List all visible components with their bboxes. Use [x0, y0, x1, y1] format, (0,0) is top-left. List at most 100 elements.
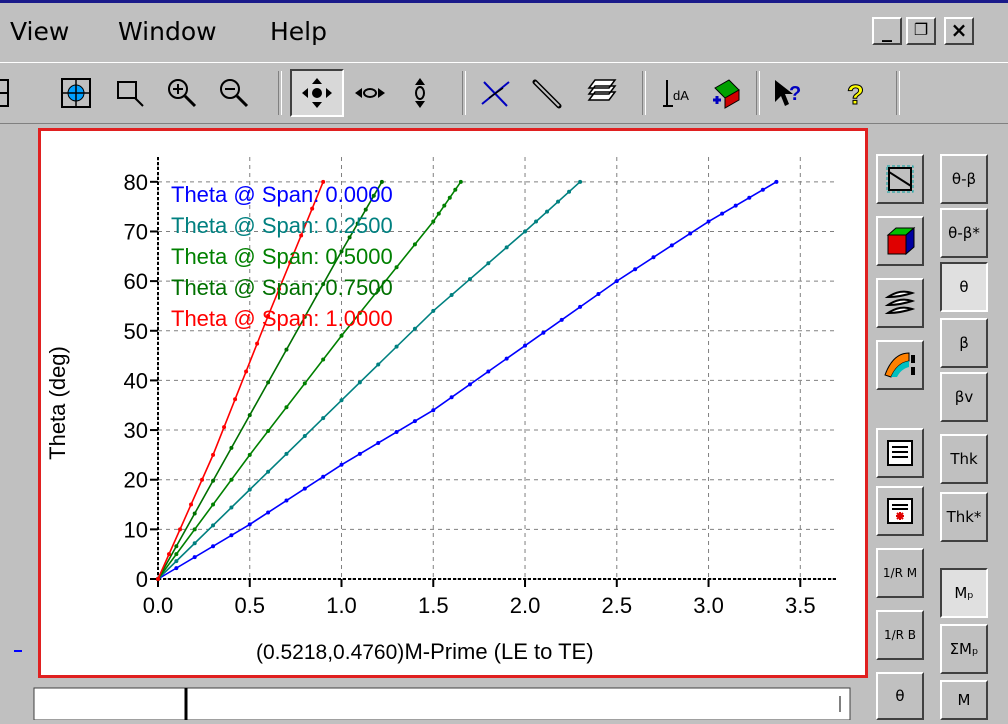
- series-point: [266, 429, 271, 434]
- zoom-in-icon[interactable]: [160, 69, 204, 117]
- toolbar: dA ? ?: [0, 62, 1008, 124]
- series-point: [486, 261, 491, 266]
- series-point: [178, 527, 183, 532]
- theta-button[interactable]: θ: [940, 262, 988, 312]
- collapsed-tool-icon[interactable]: [0, 69, 14, 117]
- series-point: [431, 219, 436, 224]
- theta-beta-button[interactable]: θ-β: [940, 154, 988, 204]
- series-point: [467, 382, 472, 387]
- series-point: [720, 211, 725, 216]
- restore-button[interactable]: ❐: [906, 17, 936, 45]
- sum-m-prime-button[interactable]: ΣMₚ: [940, 624, 988, 674]
- zoom-out-icon[interactable]: [212, 69, 256, 117]
- series-point: [192, 511, 197, 516]
- contour-color-icon[interactable]: [876, 340, 924, 390]
- series-point: [321, 416, 326, 421]
- thickness-button[interactable]: Thk: [940, 434, 988, 484]
- series-point: [174, 566, 179, 571]
- transform-icon[interactable]: [704, 69, 748, 117]
- m-button[interactable]: M: [940, 680, 988, 720]
- side-panel-right: θ-β θ-β* θ β βv Thk Thk* Mₚ ΣMₚ M: [932, 128, 1008, 720]
- series-point: [174, 544, 179, 549]
- series-point: [394, 430, 399, 435]
- series-point: [302, 486, 307, 491]
- series-point: [266, 380, 271, 385]
- x-tick-label: 0.0: [143, 593, 174, 618]
- series-point: [229, 505, 234, 510]
- list-marker-icon[interactable]: [876, 486, 924, 536]
- theta-m-button[interactable]: θ: [876, 672, 924, 720]
- legend-entry-3: Theta @ Span: 0.7500: [171, 275, 393, 300]
- list-view-icon[interactable]: [876, 428, 924, 478]
- series-point: [633, 267, 638, 272]
- x-tick-label: 0.5: [234, 593, 265, 618]
- series-line-0: [157, 181, 777, 580]
- beta-button[interactable]: β: [940, 318, 988, 368]
- curvature-b-button[interactable]: 1/R B: [876, 610, 924, 660]
- series-point: [541, 330, 546, 335]
- m-prime-button[interactable]: Mₚ: [940, 568, 988, 618]
- series-point: [449, 293, 454, 298]
- series-point: [447, 195, 452, 200]
- solid-block-icon[interactable]: [876, 216, 924, 266]
- layers-icon[interactable]: [580, 69, 624, 117]
- pan-horizontal-icon[interactable]: [348, 69, 392, 117]
- series-point: [567, 189, 572, 194]
- series-point: [578, 304, 583, 309]
- series-point: [688, 231, 693, 236]
- series-line-4: [157, 181, 324, 580]
- minimize-button[interactable]: _: [872, 17, 902, 45]
- series-point: [302, 434, 307, 439]
- legend: Theta @ Span: 0.0000 Theta @ Span: 0.2500…: [171, 182, 393, 331]
- zoom-box-icon[interactable]: [108, 69, 152, 117]
- measure-icon[interactable]: [526, 69, 570, 117]
- series-point: [504, 245, 509, 250]
- beta-v-button[interactable]: βv: [940, 372, 988, 422]
- help-icon[interactable]: ?: [834, 69, 878, 117]
- menu-help[interactable]: Help: [270, 17, 327, 46]
- series-lines: [156, 179, 779, 581]
- series-line-3: [157, 181, 383, 580]
- series-point: [614, 279, 619, 284]
- series-point: [222, 425, 227, 430]
- plot-frame[interactable]: 0.0 0.5 1.0 1.5 2.0 2.5 3.0 3.5 0 10 20 30 40 50 60 70 8…: [38, 128, 868, 678]
- series-point: [355, 221, 360, 226]
- series-point: [357, 451, 362, 456]
- fit-view-icon[interactable]: [54, 69, 98, 117]
- series-point: [247, 522, 252, 527]
- curvature-m-button[interactable]: 1/R M: [876, 548, 924, 598]
- axes: [150, 157, 837, 587]
- blade-stack-icon[interactable]: [876, 278, 924, 328]
- y-tick-label: 20: [124, 468, 148, 493]
- series-point: [284, 347, 289, 352]
- series-point: [321, 474, 326, 479]
- series-point: [156, 577, 160, 581]
- series-point: [244, 369, 249, 374]
- series-point: [394, 344, 399, 349]
- close-button[interactable]: ×: [944, 17, 974, 45]
- series-point: [504, 356, 509, 361]
- series-point: [436, 211, 441, 216]
- thickness-marker-button[interactable]: Thk*: [940, 492, 988, 542]
- menu-window[interactable]: Window: [118, 17, 217, 46]
- series-point: [174, 559, 179, 564]
- series-point: [706, 219, 711, 224]
- series-point: [302, 381, 307, 386]
- label-icon[interactable]: dA: [654, 69, 698, 117]
- series-point: [371, 193, 376, 198]
- y-tick-label: 0: [136, 567, 148, 592]
- mesh-view-icon[interactable]: [876, 154, 924, 204]
- chart-svg[interactable]: 0.0 0.5 1.0 1.5 2.0 2.5 3.0 3.5 0 10 20 30 40 50 60 70 8…: [41, 131, 865, 675]
- series-point: [578, 179, 583, 184]
- menu-view[interactable]: View: [10, 17, 70, 46]
- pan-vertical-icon[interactable]: [398, 69, 442, 117]
- series-point: [192, 555, 197, 560]
- pan-icon[interactable]: [290, 69, 344, 117]
- intersect-icon[interactable]: [474, 69, 518, 117]
- context-help-icon[interactable]: ?: [766, 69, 810, 117]
- series-point: [288, 260, 293, 265]
- series-point: [339, 249, 344, 254]
- tick-labels: 0.0 0.5 1.0 1.5 2.0 2.5 3.0 3.5 0 10 20 30 40 50 60 70 8…: [124, 170, 816, 618]
- series-point: [284, 498, 289, 503]
- theta-beta-marker-button[interactable]: θ-β*: [940, 208, 988, 258]
